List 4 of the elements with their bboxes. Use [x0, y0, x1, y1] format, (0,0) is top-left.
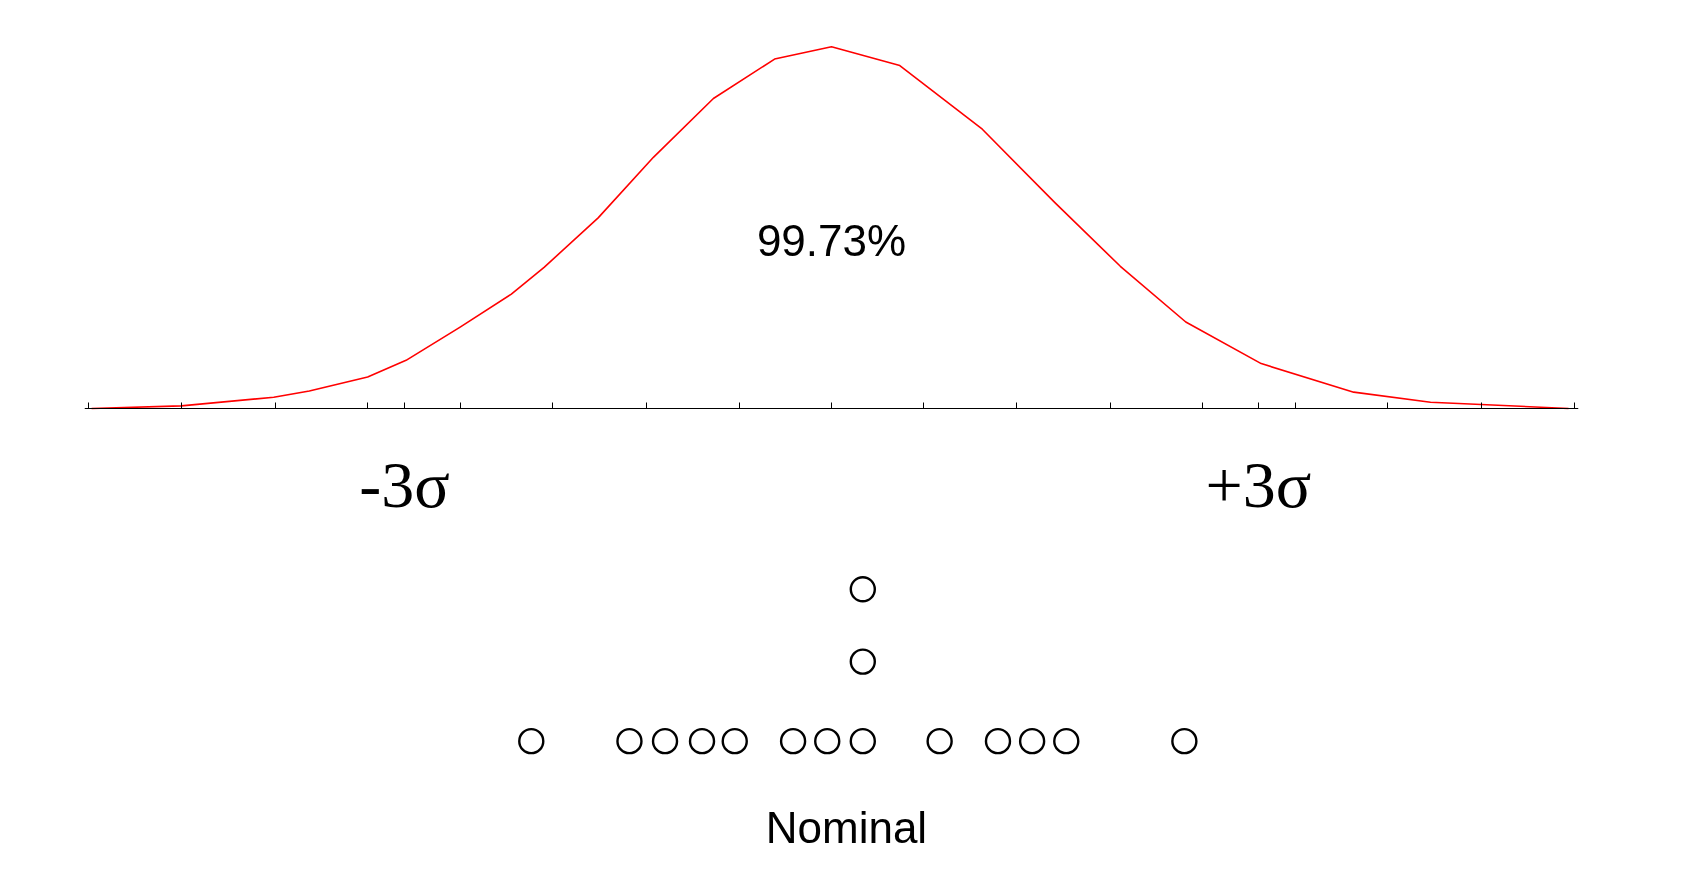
annotation: 99.73% — [756, 215, 907, 265]
text: Nominal — [765, 803, 928, 853]
x-tick-label: -3σ — [359, 448, 450, 522]
x-tick-label: +3σ — [1205, 448, 1312, 522]
